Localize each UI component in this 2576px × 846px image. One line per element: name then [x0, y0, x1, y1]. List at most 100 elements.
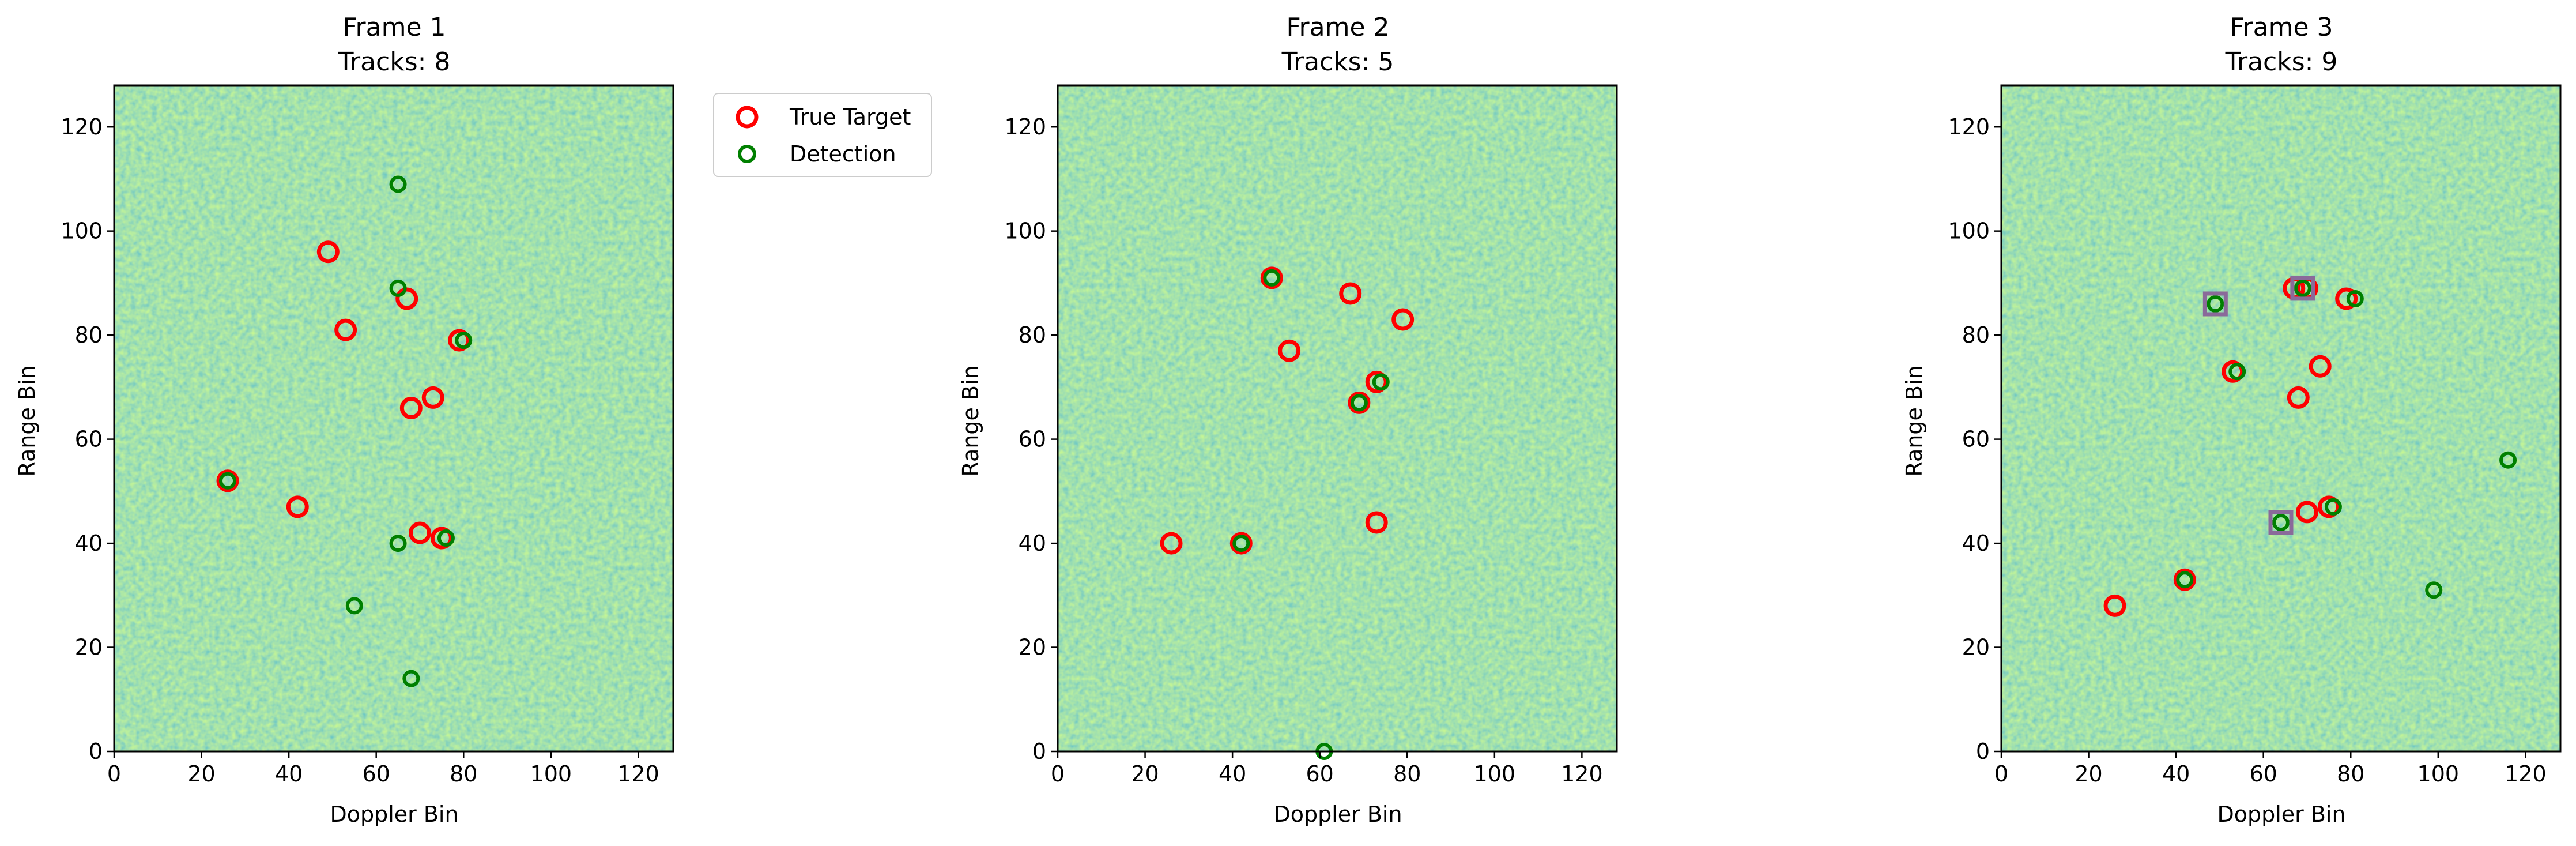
x-tick-label: 100 — [2417, 761, 2460, 787]
detection-marker — [389, 175, 407, 193]
true-target-marker — [2287, 386, 2310, 409]
detection-marker — [2294, 279, 2311, 297]
frame-1-panel: Frame 1 Tracks: 8 0 20 40 60 80 100 120 0 20 40 60… — [14, 13, 674, 827]
y-tick-label: 0 — [1032, 739, 1046, 764]
x-tick-label: 80 — [1393, 761, 1421, 787]
true-target-marker — [1229, 532, 1253, 555]
y-tick-label: 40 — [1019, 531, 1046, 556]
y-tick-label: 40 — [1962, 531, 1990, 556]
frame-2-subtitle: Tracks: 5 — [1281, 47, 1394, 77]
y-tick-label: 120 — [1004, 114, 1046, 140]
legend-frame — [713, 93, 932, 177]
legend-true-target-marker — [736, 106, 759, 129]
x-tick-label: 120 — [2505, 761, 2547, 787]
x-tick-label: 40 — [275, 761, 303, 787]
true-target-marker — [334, 318, 357, 341]
frame-1-subtitle: Tracks: 8 — [338, 47, 451, 77]
frame-1-title: Frame 1 — [342, 13, 446, 42]
x-tick-label: 0 — [1051, 761, 1065, 787]
track-marker — [2290, 276, 2315, 301]
y-tick-label: 60 — [1962, 427, 1990, 452]
detection-marker — [2207, 295, 2224, 313]
true-target-marker — [1160, 532, 1183, 555]
heatmap-noise-texture — [1058, 85, 1617, 751]
true-target-marker — [216, 469, 239, 492]
detection-marker — [2425, 581, 2443, 599]
frame-1-xlabel: Doppler Bin — [330, 802, 458, 827]
detection-marker — [389, 279, 407, 297]
axes-frame — [1057, 84, 1618, 753]
detection-marker — [455, 332, 473, 349]
detection-marker — [2324, 498, 2342, 516]
true-target-marker — [2103, 594, 2126, 617]
detection-marker — [2499, 451, 2517, 469]
legend: True Target Detection — [713, 93, 932, 177]
true-target-marker — [448, 329, 471, 352]
frame-2-title: Frame 2 — [1286, 13, 1389, 42]
detection-marker — [1263, 269, 1281, 287]
x-tick-label: 60 — [2250, 761, 2277, 787]
x-tick-label: 120 — [1561, 761, 1603, 787]
y-tick-label: 100 — [1948, 219, 1990, 244]
x-tick-label: 20 — [2075, 761, 2102, 787]
y-tick-label: 60 — [1019, 427, 1046, 452]
detection-marker — [1350, 394, 1368, 412]
frame-2-plot-area: 0 20 40 60 80 100 120 0 20 40 60 80 100 120 — [1004, 84, 1618, 787]
true-target-marker — [2335, 287, 2358, 310]
detection-marker — [1232, 535, 1250, 552]
true-target-marker — [1365, 370, 1388, 393]
x-tick-label: 120 — [617, 761, 659, 787]
heatmap-noise-texture — [114, 85, 673, 751]
detection-marker — [402, 670, 420, 687]
y-tick-label: 0 — [89, 739, 103, 764]
y-tick-label: 20 — [75, 635, 103, 660]
axes-frame — [2000, 84, 2562, 753]
x-tick-label: 100 — [530, 761, 572, 787]
true-target-marker — [2317, 495, 2340, 518]
y-tick-label: 100 — [61, 219, 103, 244]
true-target-marker — [399, 396, 423, 419]
y-tick-label: 80 — [75, 322, 103, 348]
track-marker — [2202, 291, 2228, 317]
detection-marker — [389, 535, 407, 552]
detection-marker — [437, 529, 455, 547]
frame-3-plot-area: 0 20 40 60 80 100 120 0 20 40 60 80 100 120 — [1948, 84, 2562, 787]
legend-detection-marker — [738, 145, 756, 163]
legend-true-target-label: True Target — [789, 104, 911, 130]
x-tick-label: 20 — [1131, 761, 1159, 787]
detection-marker — [2346, 289, 2364, 307]
track-marker — [2268, 510, 2294, 535]
x-tick-label: 60 — [363, 761, 390, 787]
frame-3-xlabel: Doppler Bin — [2217, 802, 2345, 827]
true-target-marker — [1278, 339, 1301, 362]
frame-2-panel: Frame 2 Tracks: 5 0 20 40 60 80 100 120 0 20 40 60… — [958, 13, 1618, 827]
detection-marker — [2228, 363, 2246, 381]
detection-marker — [1372, 373, 1390, 391]
x-tick-label: 40 — [1219, 761, 1246, 787]
true-target-marker — [2295, 501, 2318, 524]
true-target-marker — [1348, 391, 1371, 414]
frame-2-xlabel: Doppler Bin — [1273, 802, 1402, 827]
y-tick-label: 0 — [1976, 739, 1990, 764]
frame-1-plot-area: 0 20 40 60 80 100 120 0 20 40 60 80 100 120 — [61, 84, 674, 787]
x-tick-label: 0 — [107, 761, 121, 787]
frame-3-ylabel: Range Bin — [1902, 365, 1927, 476]
y-tick-label: 120 — [61, 114, 103, 140]
frame-3-panel: Frame 3 Tracks: 9 0 20 40 60 80 100 120 0 20 40 60… — [1902, 13, 2562, 827]
true-target-marker — [1365, 511, 1388, 534]
x-tick-label: 100 — [1474, 761, 1516, 787]
true-target-marker — [2222, 360, 2245, 383]
detection-marker — [345, 597, 363, 615]
true-target-marker — [2309, 355, 2332, 378]
true-target-marker — [421, 386, 444, 409]
x-tick-label: 20 — [187, 761, 215, 787]
true-target-marker — [316, 240, 340, 264]
detection-marker — [219, 472, 237, 490]
y-tick-label: 20 — [1962, 635, 1990, 660]
true-target-marker — [408, 521, 431, 544]
y-tick-label: 80 — [1962, 322, 1990, 348]
frame-3-title: Frame 3 — [2230, 13, 2333, 42]
frame-1-ylabel: Range Bin — [14, 365, 40, 476]
detection-marker — [2176, 571, 2194, 589]
